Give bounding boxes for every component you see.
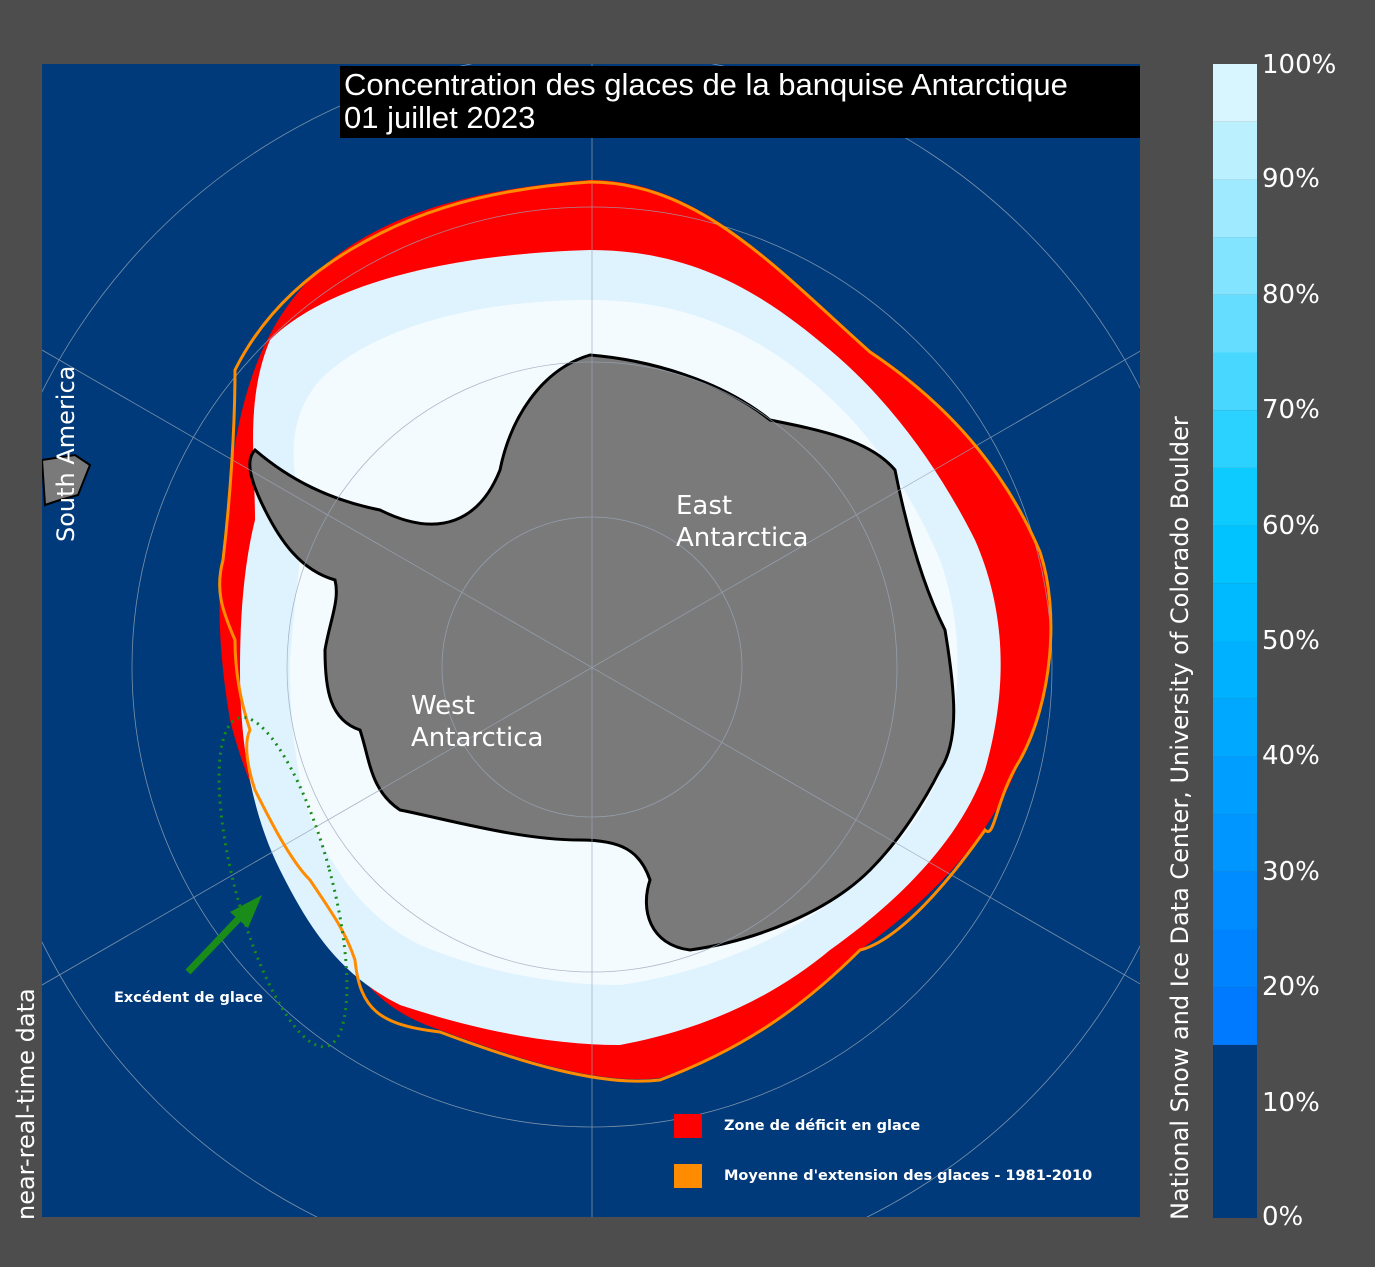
colorbar-tick-label: 100% bbox=[1262, 50, 1337, 80]
label-east-line2: Antarctica bbox=[676, 523, 809, 553]
legend-label-deficit: Zone de déficit en glace bbox=[724, 1118, 921, 1134]
ice-excess-arrowhead bbox=[230, 895, 262, 928]
colorbar-tick-label: 60% bbox=[1262, 510, 1320, 541]
colorbar-step bbox=[1213, 871, 1257, 930]
colorbar-tick-label: 30% bbox=[1262, 856, 1320, 887]
colorbar-step bbox=[1213, 525, 1257, 584]
south-america-landmass bbox=[42, 453, 92, 507]
colorbar-step bbox=[1213, 814, 1257, 872]
colorbar-step bbox=[1213, 352, 1257, 411]
colorbar-step bbox=[1213, 467, 1257, 526]
colorbar-step bbox=[1213, 583, 1257, 641]
antarctica-landmass bbox=[248, 353, 956, 952]
colorbar-tick-label: 20% bbox=[1262, 972, 1320, 1003]
title-line1: Concentration des glaces de la banquise … bbox=[344, 67, 1068, 102]
colorbar-step bbox=[1213, 64, 1257, 122]
label-east-line1: East bbox=[676, 491, 733, 521]
colorbar-step bbox=[1213, 756, 1257, 815]
colorbar-tick-label: 50% bbox=[1262, 626, 1320, 656]
ice-excess-outline bbox=[217, 715, 349, 1049]
ice-excess-label: Excédent de glace bbox=[114, 990, 264, 1006]
colorbar-step bbox=[1213, 987, 1257, 1045]
near-real-time-label: near-real-time data bbox=[12, 988, 40, 1220]
colorbar-step bbox=[1213, 121, 1257, 180]
colorbar bbox=[1213, 64, 1257, 1218]
colorbar-step bbox=[1213, 294, 1257, 353]
title-line2: 01 juillet 2023 bbox=[344, 100, 536, 135]
legend-swatch-median bbox=[674, 1164, 702, 1188]
nsidc-credit-label: National Snow and Ice Data Center, Unive… bbox=[1166, 416, 1194, 1220]
colorbar-step bbox=[1213, 929, 1257, 988]
colorbar-ocean-segment bbox=[1213, 1044, 1257, 1218]
colorbar-tick-label: 80% bbox=[1262, 279, 1320, 310]
label-west-line2: Antarctica bbox=[411, 723, 544, 753]
legend-swatch-deficit bbox=[674, 1114, 702, 1138]
colorbar-step bbox=[1213, 641, 1257, 699]
label-west-antarctica: West Antarctica bbox=[411, 690, 543, 754]
map-title: Concentration des glaces de la banquise … bbox=[340, 66, 1140, 138]
colorbar-step bbox=[1213, 237, 1257, 295]
label-east-antarctica: East Antarctica bbox=[676, 490, 808, 554]
ice-excess-arrow bbox=[185, 909, 248, 975]
colorbar-tick-label: 70% bbox=[1262, 395, 1320, 426]
graticule bbox=[42, 64, 1140, 1217]
label-west-line1: West bbox=[411, 691, 475, 721]
colorbar-tick-label: 10% bbox=[1262, 1087, 1320, 1118]
colorbar-tick-label: 90% bbox=[1262, 164, 1320, 195]
colorbar-tick-label: 40% bbox=[1262, 741, 1320, 772]
median-extent-line bbox=[218, 180, 1053, 1083]
label-south-america: South America bbox=[52, 365, 80, 542]
colorbar-tick-label: 0% bbox=[1262, 1202, 1304, 1232]
colorbar-step bbox=[1213, 698, 1257, 757]
colorbar-step bbox=[1213, 410, 1257, 468]
colorbar-step bbox=[1213, 179, 1257, 238]
legend-label-median: Moyenne d'extension des glaces - 1981-20… bbox=[724, 1168, 1093, 1184]
